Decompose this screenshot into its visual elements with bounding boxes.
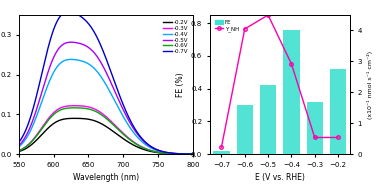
Y-axis label: FE (%): FE (%) (177, 72, 185, 97)
Bar (330, 69, 346, 154)
X-axis label: Wavelength (nm): Wavelength (nm) (73, 173, 139, 182)
Bar (307, 102, 323, 154)
Bar (283, 30, 299, 154)
Bar (213, 151, 229, 154)
Y-axis label: (x10⁻¹ nmol s⁻¹ cm⁻²): (x10⁻¹ nmol s⁻¹ cm⁻²) (367, 51, 373, 119)
Legend: FE, Y_NH: FE, Y_NH (212, 18, 241, 34)
Bar (260, 85, 276, 154)
Bar (237, 105, 253, 154)
Legend: -0.2V, -0.3V, -0.4V, -0.5V, -0.6V, -0.7V: -0.2V, -0.3V, -0.4V, -0.5V, -0.6V, -0.7V (161, 18, 190, 56)
X-axis label: E (V vs. RHE): E (V vs. RHE) (255, 173, 305, 182)
